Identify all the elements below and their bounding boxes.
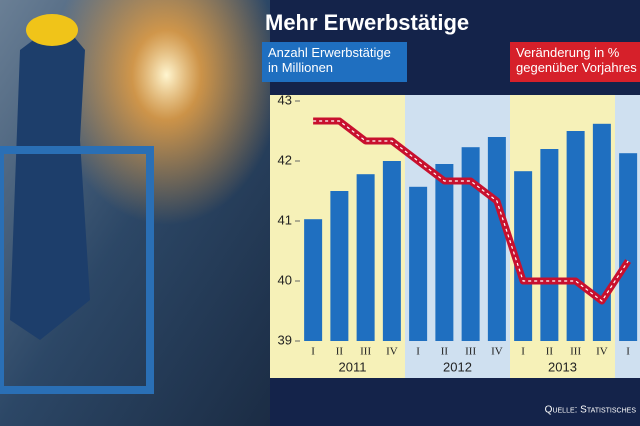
x-tick-label: III	[360, 346, 371, 358]
bar	[619, 153, 638, 341]
legend-bars: Anzahl Erwerbstätige in Millionen	[262, 42, 407, 82]
x-tick-label: III	[465, 346, 476, 358]
x-tick-label: II	[546, 346, 554, 358]
bar	[461, 147, 480, 341]
line	[313, 117, 632, 305]
y-tick-label: 41	[278, 212, 292, 227]
bar	[566, 131, 585, 341]
y-tick-label: 42	[278, 152, 292, 167]
chart-title: Mehr Erwerbstätige	[265, 10, 469, 35]
x-tick-label: II	[336, 346, 344, 358]
x-tick-label: I	[521, 346, 525, 358]
bar	[304, 219, 323, 341]
bar	[409, 186, 428, 341]
y-tick-label: 40	[278, 272, 292, 287]
source: Quelle: Statistisches	[545, 405, 637, 416]
bar	[330, 191, 349, 341]
x-tick-label: IV	[596, 346, 608, 358]
year-label: 2012	[443, 359, 472, 374]
y-tick-label: 39	[278, 332, 292, 347]
bar	[514, 171, 533, 341]
bar	[592, 123, 611, 341]
y-tick-label: 43	[278, 92, 292, 107]
helmet	[26, 14, 78, 46]
x-tick-label: IV	[491, 346, 503, 358]
x-tick-label: II	[441, 346, 449, 358]
worker	[10, 20, 90, 340]
x-tick-label: I	[626, 346, 630, 358]
bar	[356, 174, 375, 341]
bar	[540, 149, 559, 341]
lift-cage	[0, 146, 154, 394]
bar	[487, 137, 506, 341]
bar	[382, 161, 401, 341]
x-tick-label: IV	[386, 346, 398, 358]
x-tick-label: III	[570, 346, 581, 358]
x-tick-label: I	[416, 346, 420, 358]
year-label: 2011	[339, 359, 367, 374]
year-label: 2013	[548, 359, 577, 374]
legend-line: Veränderung in % gegenüber Vorjahres	[510, 42, 640, 82]
x-tick-label: I	[311, 346, 315, 358]
bar	[435, 164, 454, 341]
